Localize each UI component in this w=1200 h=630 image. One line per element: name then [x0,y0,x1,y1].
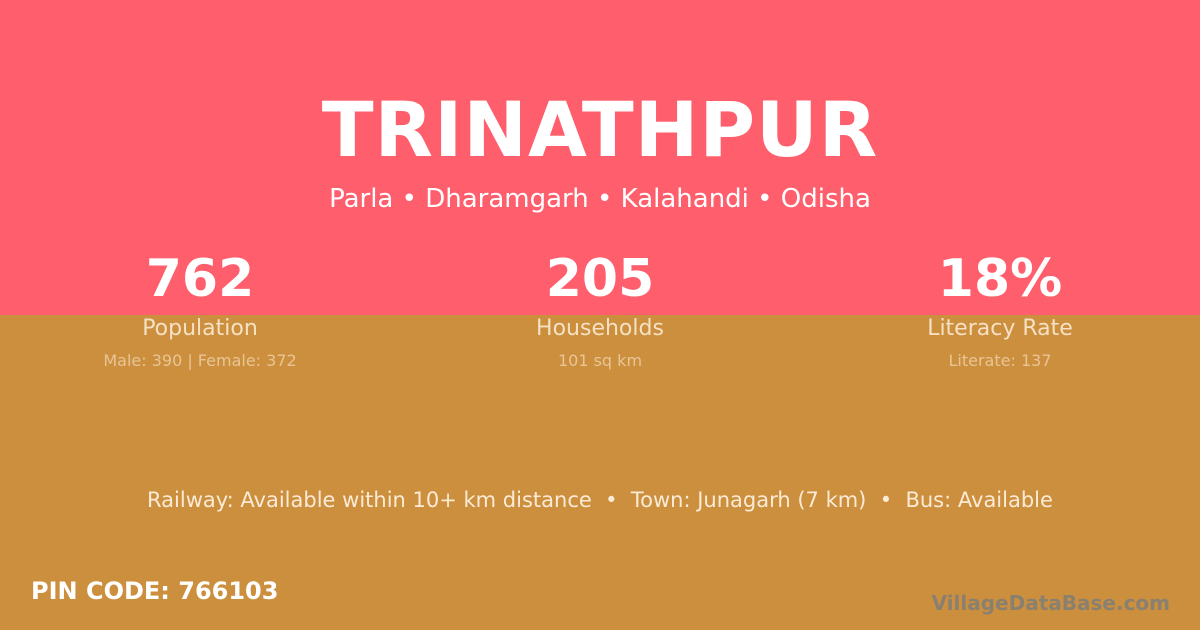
village-name: TRINATHPUR [321,85,879,174]
stat-households: 205 Households 101 sq km [400,248,800,372]
stat-detail: 101 sq km [557,351,643,370]
stat-detail: Male: 390 | Female: 372 [103,351,297,370]
stat-population: 762 Population Male: 390 | Female: 372 [0,248,400,372]
footer-band [0,315,1200,630]
stat-label: Population [142,316,258,341]
stat-value: 205 [545,249,655,309]
stat-label: Literacy Rate [927,316,1073,341]
brand-watermark: VillageDataBase.com [931,591,1170,615]
stat-literacy: 18% Literacy Rate Literate: 137 [800,248,1200,372]
stat-detail: Literate: 137 [948,351,1052,370]
location-breadcrumb: Parla • Dharamgarh • Kalahandi • Odisha [329,184,871,214]
connectivity-info: Railway: Available within 10+ km distanc… [147,488,1053,512]
stat-label: Households [536,316,664,341]
header-band [0,0,1200,315]
stat-value: 18% [937,249,1063,309]
pin-code: PIN CODE: 766103 [31,577,279,605]
stat-value: 762 [145,249,255,309]
